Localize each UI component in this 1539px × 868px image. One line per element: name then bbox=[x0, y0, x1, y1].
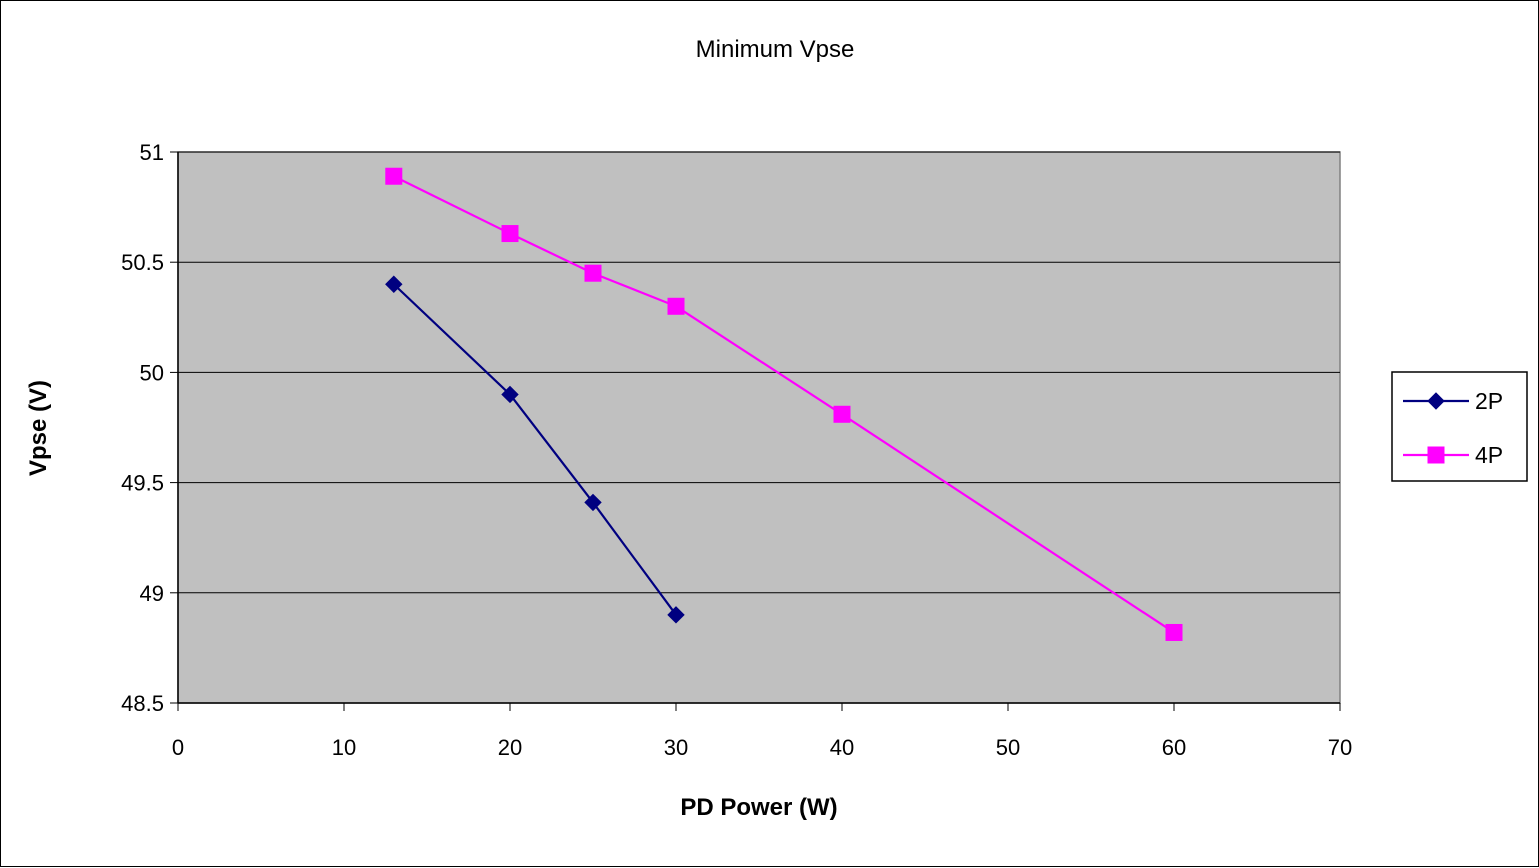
y-tick-label-50: 50 bbox=[140, 360, 164, 385]
point-4p-5 bbox=[1165, 623, 1183, 641]
x-tick-label-0: 0 bbox=[172, 735, 184, 760]
point-4p-3 bbox=[667, 297, 685, 315]
point-2p-3 bbox=[667, 606, 685, 624]
x-tick-label-30: 30 bbox=[664, 735, 688, 760]
y-axis-title: Vpse (V) bbox=[25, 380, 52, 476]
legend-entries: 2P 4P bbox=[1403, 388, 1503, 468]
series-line-4p bbox=[393, 175, 1175, 634]
point-2p-0 bbox=[385, 275, 403, 293]
series-lines bbox=[393, 175, 1175, 634]
point-2p-1 bbox=[501, 385, 519, 404]
point-4p-0 bbox=[385, 167, 403, 185]
y-tick-label-49.5: 49.5 bbox=[121, 471, 164, 496]
point-2p-2 bbox=[584, 493, 602, 512]
y-tick-label-51: 51 bbox=[140, 140, 164, 165]
legend-marker-4p bbox=[1427, 446, 1445, 464]
x-tick-label-10: 10 bbox=[332, 735, 356, 760]
plot-area bbox=[177, 151, 1341, 704]
x-tick-label-70: 70 bbox=[1328, 735, 1352, 760]
legend-label-2p: 2P bbox=[1475, 388, 1503, 414]
y-tick-label-48.5: 48.5 bbox=[121, 691, 164, 716]
x-tick-label-20: 20 bbox=[498, 735, 522, 760]
x-tick-label-60: 60 bbox=[1162, 735, 1186, 760]
axes bbox=[170, 151, 1341, 711]
y-tick-label-49: 49 bbox=[140, 581, 164, 606]
legend: 2P 4P bbox=[1391, 371, 1528, 482]
point-4p-2 bbox=[584, 264, 602, 282]
series-line-2p bbox=[393, 283, 677, 616]
y-tick-label-50.5: 50.5 bbox=[121, 250, 164, 275]
gridlines bbox=[178, 151, 1340, 594]
x-tick-label-50: 50 bbox=[996, 735, 1020, 760]
x-tick-labels: 0 10 20 30 40 50 60 70 bbox=[172, 735, 1352, 760]
point-4p-4 bbox=[833, 405, 851, 423]
chart-title: Minimum Vpse bbox=[696, 36, 855, 63]
x-tick-label-40: 40 bbox=[830, 735, 854, 760]
point-4p-1 bbox=[501, 225, 519, 243]
legend-box bbox=[1391, 371, 1528, 482]
series-markers bbox=[385, 167, 1183, 641]
legend-label-4p: 4P bbox=[1475, 442, 1503, 468]
y-tick-labels: 48.5 49 49.5 50 50.5 51 bbox=[121, 140, 164, 716]
x-axis-title: PD Power (W) bbox=[680, 794, 837, 821]
legend-marker-2p bbox=[1427, 392, 1445, 410]
